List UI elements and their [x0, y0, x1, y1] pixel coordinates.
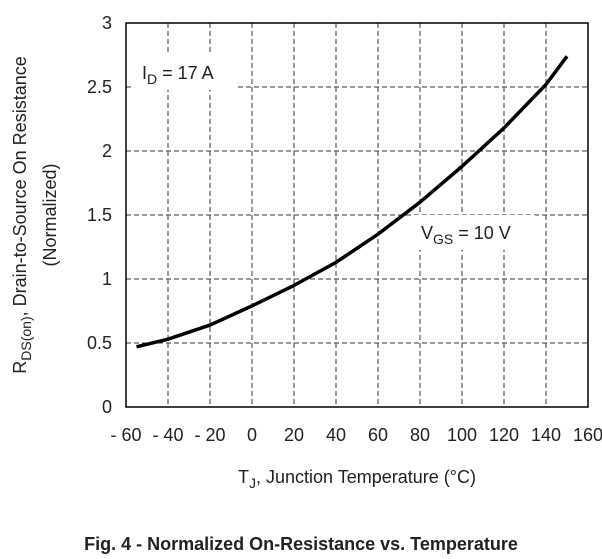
chart-title: Fig. 4 - Normalized On-Resistance vs. Te…: [84, 534, 518, 554]
annotation-main: V: [421, 223, 433, 243]
annotation: VGS = 10 V: [421, 223, 511, 247]
x-tick-label: - 20: [194, 425, 225, 445]
annotation-sub: D: [147, 71, 157, 87]
x-tick-label: - 60: [110, 425, 141, 445]
x-tick-label: 40: [326, 425, 346, 445]
x-tick-label: 20: [284, 425, 304, 445]
x-tick-label: 60: [368, 425, 388, 445]
y-tick-label: 0.5: [87, 333, 112, 353]
x-tick-label: 0: [247, 425, 257, 445]
x-axis-label-rest: , Junction Temperature (°C): [256, 467, 476, 487]
y-axis-label-line2: (Normalized): [40, 163, 60, 266]
y-tick-label: 3: [102, 13, 112, 33]
annotation-sub: GS: [433, 231, 453, 247]
x-axis-label-sub: J: [249, 475, 256, 491]
y-tick-label: 0: [102, 397, 112, 417]
plot-frame: [125, 22, 589, 408]
annotation-rest: = 10 V: [453, 223, 511, 243]
x-tick-label: - 40: [152, 425, 183, 445]
y-axis-label-sub: DS(on): [18, 316, 34, 360]
annotation-box: [133, 55, 237, 90]
x-tick-label: 120: [489, 425, 519, 445]
y-axis-label-group: RDS(on), Drain-to-Source On Resistance (N…: [10, 56, 60, 373]
y-tick-label: 2: [102, 141, 112, 161]
x-tick-label: 140: [531, 425, 561, 445]
data-line: [136, 55, 569, 349]
annotation: ID = 17 A: [142, 63, 214, 87]
y-tick-label: 1: [102, 269, 112, 289]
annotation-box: [413, 215, 535, 250]
x-axis-label-main: T: [238, 467, 249, 487]
annotation-rest: = 17 A: [157, 63, 214, 83]
annotation-main: I: [142, 63, 147, 83]
y-tick-label: 1.5: [87, 205, 112, 225]
y-axis-label: RDS(on), Drain-to-Source On Resistance: [10, 56, 34, 373]
y-axis-label-main: R: [10, 361, 30, 374]
x-axis-label: TJ, Junction Temperature (°C): [238, 467, 476, 491]
x-tick-label: 80: [410, 425, 430, 445]
x-tick-label: 100: [447, 425, 477, 445]
y-axis-label-rest: , Drain-to-Source On Resistance: [10, 56, 30, 316]
x-tick-label: 160: [573, 425, 602, 445]
y-tick-label: 2.5: [87, 77, 112, 97]
